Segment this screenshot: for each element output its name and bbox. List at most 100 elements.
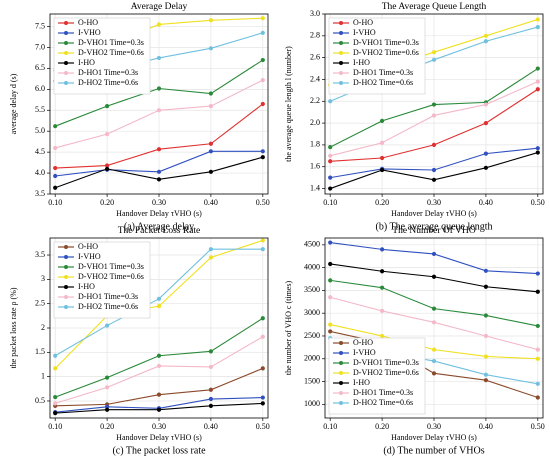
y-tick-label: 2.6 xyxy=(310,52,320,61)
legend-label: I-HO xyxy=(353,378,370,387)
x-tick-label: 0.20 xyxy=(100,422,114,431)
data-point xyxy=(260,401,265,406)
x-tick-label: 0.20 xyxy=(375,198,389,207)
x-tick-label: 0.30 xyxy=(152,198,166,207)
data-point xyxy=(328,322,333,327)
data-point xyxy=(483,33,489,38)
data-point xyxy=(535,24,540,30)
legend-label: D-VHO1 Time=0.3s xyxy=(353,38,419,47)
legend-box xyxy=(53,17,151,95)
data-point xyxy=(328,278,333,283)
legend-label: D-VHO1 Time=0.3s xyxy=(353,358,419,367)
data-point xyxy=(379,308,385,314)
data-point xyxy=(104,375,110,380)
legend-label: D-VHO2 Time=0.6s xyxy=(78,48,144,57)
data-point xyxy=(260,78,265,83)
legend-marker xyxy=(339,351,343,355)
data-point xyxy=(53,353,58,358)
x-tick-label: 0.30 xyxy=(427,422,441,431)
data-point xyxy=(328,261,333,267)
data-point xyxy=(483,151,489,156)
y-tick-label: 6.0 xyxy=(35,84,45,93)
data-point xyxy=(53,185,58,190)
y-tick-label: 3000 xyxy=(304,308,320,317)
data-point xyxy=(379,247,385,252)
data-point xyxy=(156,147,162,152)
data-point xyxy=(156,363,162,369)
data-point xyxy=(156,304,162,309)
data-point xyxy=(208,247,214,252)
legend-marker xyxy=(64,41,68,45)
data-point xyxy=(483,165,489,170)
data-point xyxy=(535,17,540,22)
data-point xyxy=(535,356,540,361)
data-point xyxy=(483,39,489,44)
x-tick-label: 0.40 xyxy=(479,198,493,207)
y-tick-label: 1.8 xyxy=(310,140,320,149)
data-point xyxy=(379,167,385,173)
y-tick-label: 6.5 xyxy=(35,63,45,72)
data-point xyxy=(53,165,58,171)
data-point xyxy=(431,358,437,364)
data-point xyxy=(328,295,333,300)
y-tick-label: 7.0 xyxy=(35,42,45,51)
y-axis-label: the number of VHO c (times) xyxy=(284,281,293,376)
legend-label: I-HO xyxy=(78,58,95,67)
data-point xyxy=(208,387,214,392)
y-tick-label: 1500 xyxy=(304,376,320,385)
legend-label: D-HO2 Time=0.6s xyxy=(353,398,413,407)
data-point xyxy=(328,175,333,180)
y-tick-label: 3500 xyxy=(304,285,320,294)
x-tick-label: 0.10 xyxy=(323,422,337,431)
caption: (d) The number of VHOs xyxy=(383,445,484,456)
x-axis-label: Handover Delay τVHO (s) xyxy=(391,209,477,218)
x-axis-label: Handover Delay τVHO (s) xyxy=(391,433,477,442)
y-axis-label: the packet loss rate ρ (%) xyxy=(9,287,18,368)
data-point xyxy=(483,354,489,359)
x-tick-label: 0.50 xyxy=(531,198,545,207)
data-point xyxy=(208,91,214,96)
data-point xyxy=(260,334,265,339)
data-point xyxy=(379,155,385,161)
y-tick-label: 3 xyxy=(41,274,45,283)
y-tick-label: 0.5 xyxy=(35,396,45,405)
data-point xyxy=(104,407,110,412)
data-point xyxy=(535,66,540,71)
y-tick-label: 2.0 xyxy=(310,118,320,127)
x-tick-label: 0.10 xyxy=(323,198,337,207)
legend-marker xyxy=(339,391,343,395)
data-point xyxy=(431,57,437,62)
y-tick-label: 3.5 xyxy=(35,250,45,259)
data-point xyxy=(431,320,437,325)
data-point xyxy=(156,392,162,397)
legend-marker xyxy=(64,295,68,299)
legend-marker xyxy=(64,71,68,75)
legend-marker xyxy=(339,381,343,385)
data-point xyxy=(328,186,333,191)
chart-title: The Number Of VHO xyxy=(392,225,476,236)
data-point xyxy=(156,296,162,301)
legend-marker xyxy=(64,285,68,289)
legend-marker xyxy=(64,61,68,65)
data-point xyxy=(535,271,540,276)
y-tick-label: 4000 xyxy=(304,262,320,271)
data-point xyxy=(260,16,265,21)
legend-label: D-VHO2 Time=0.6s xyxy=(353,368,419,377)
data-point xyxy=(483,313,489,318)
data-point xyxy=(535,79,540,84)
data-point xyxy=(156,108,162,113)
y-tick-label: 2.4 xyxy=(310,74,320,83)
data-point xyxy=(260,149,265,154)
data-point xyxy=(53,145,58,151)
legend-label: O-HO xyxy=(353,18,373,27)
legend-marker xyxy=(339,81,343,85)
data-point xyxy=(431,177,437,182)
data-point xyxy=(483,120,489,126)
data-point xyxy=(260,247,265,252)
data-point xyxy=(431,274,437,279)
data-point xyxy=(328,99,333,104)
y-tick-label: 3.5 xyxy=(35,189,45,198)
data-point xyxy=(104,385,110,390)
data-point xyxy=(431,371,437,376)
